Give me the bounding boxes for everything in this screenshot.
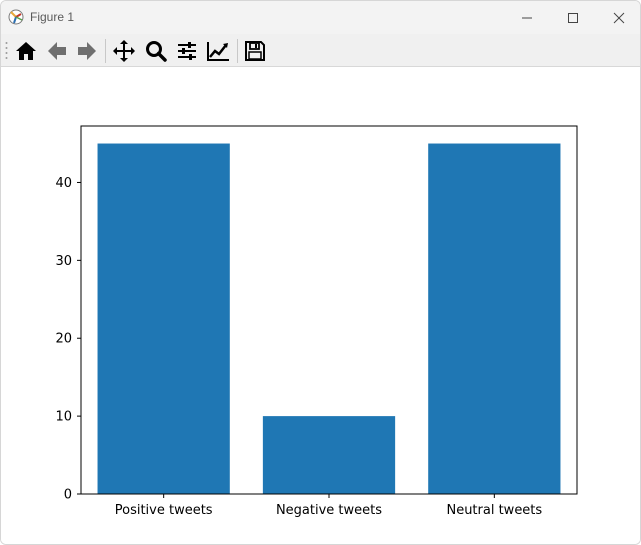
floppy-disk-icon [245, 41, 265, 61]
bar [262, 416, 396, 494]
magnifier-icon [146, 41, 167, 62]
maximize-button[interactable] [550, 1, 596, 34]
y-tick-label: 30 [55, 254, 72, 269]
line-chart-icon [207, 42, 229, 61]
bar-chart: 0 10 20 30 40 Positive tweets Negative tweets N… [55, 125, 578, 518]
close-button[interactable] [596, 1, 640, 34]
close-icon [613, 12, 625, 23]
forward-button[interactable] [73, 37, 101, 65]
home-button[interactable] [12, 37, 40, 65]
back-button[interactable] [43, 37, 71, 65]
y-tick-label: 40 [55, 176, 72, 191]
matplotlib-app-icon [8, 9, 24, 25]
y-tick-label: 20 [55, 332, 72, 347]
home-icon [16, 42, 36, 60]
figure-canvas[interactable]: 0 10 20 30 40 Positive tweets Negative tweets N… [1, 67, 640, 544]
arrow-right-icon [78, 42, 96, 60]
bar [97, 143, 230, 494]
maximize-icon [568, 12, 578, 23]
sliders-icon [178, 42, 196, 60]
minimize-button[interactable] [504, 1, 550, 34]
configure-subplots-button[interactable] [173, 37, 201, 65]
toolbar-separator [237, 39, 238, 63]
x-tick-label: Negative tweets [276, 503, 382, 518]
bar [428, 143, 561, 494]
window-title: Figure 1 [30, 10, 75, 24]
zoom-button[interactable] [142, 37, 170, 65]
x-tick-label: Neutral tweets [446, 503, 542, 518]
move-icon [113, 40, 135, 62]
toolbar-separator [105, 39, 106, 63]
title-bar[interactable]: Figure 1 [1, 1, 640, 34]
edit-axis-button[interactable] [204, 37, 232, 65]
y-tick-label: 10 [55, 410, 72, 425]
save-button[interactable] [241, 37, 269, 65]
arrow-left-icon [48, 42, 66, 60]
x-tick-label: Positive tweets [115, 503, 213, 518]
y-tick-label: 0 [64, 488, 72, 503]
toolbar-grip[interactable] [5, 40, 8, 62]
navigation-toolbar [1, 34, 640, 67]
minimize-icon [522, 17, 532, 18]
pan-button[interactable] [110, 37, 138, 65]
